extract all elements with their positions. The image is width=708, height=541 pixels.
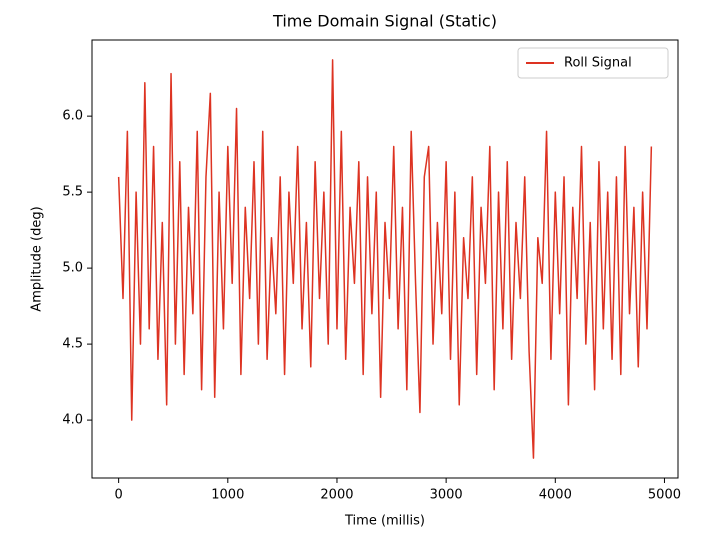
legend-box: [517, 47, 669, 79]
x-tick-label: 3000: [430, 488, 463, 503]
y-tick-label: 5.5: [62, 185, 83, 200]
x-axis-label: Time (millis): [344, 514, 425, 529]
line: [117, 59, 653, 459]
y-axis-label: Amplitude (deg): [30, 206, 45, 311]
x-tick-label: 0: [114, 488, 122, 503]
x-tick-label: 4000: [539, 488, 572, 503]
x-tick-label: 5000: [648, 488, 681, 503]
plot-frame: [91, 39, 679, 479]
chart-title: Time Domain Signal (Static): [272, 12, 497, 31]
x-tick-label: 2000: [320, 488, 353, 503]
x-tick-label: 1000: [211, 488, 244, 503]
y-tick-label: 6.0: [62, 109, 83, 124]
legend-label: Roll Signal: [564, 56, 632, 71]
y-tick-label: 4.5: [62, 337, 83, 352]
y-tick-label: 5.0: [62, 261, 83, 276]
y-tick-label: 4.0: [62, 413, 83, 428]
